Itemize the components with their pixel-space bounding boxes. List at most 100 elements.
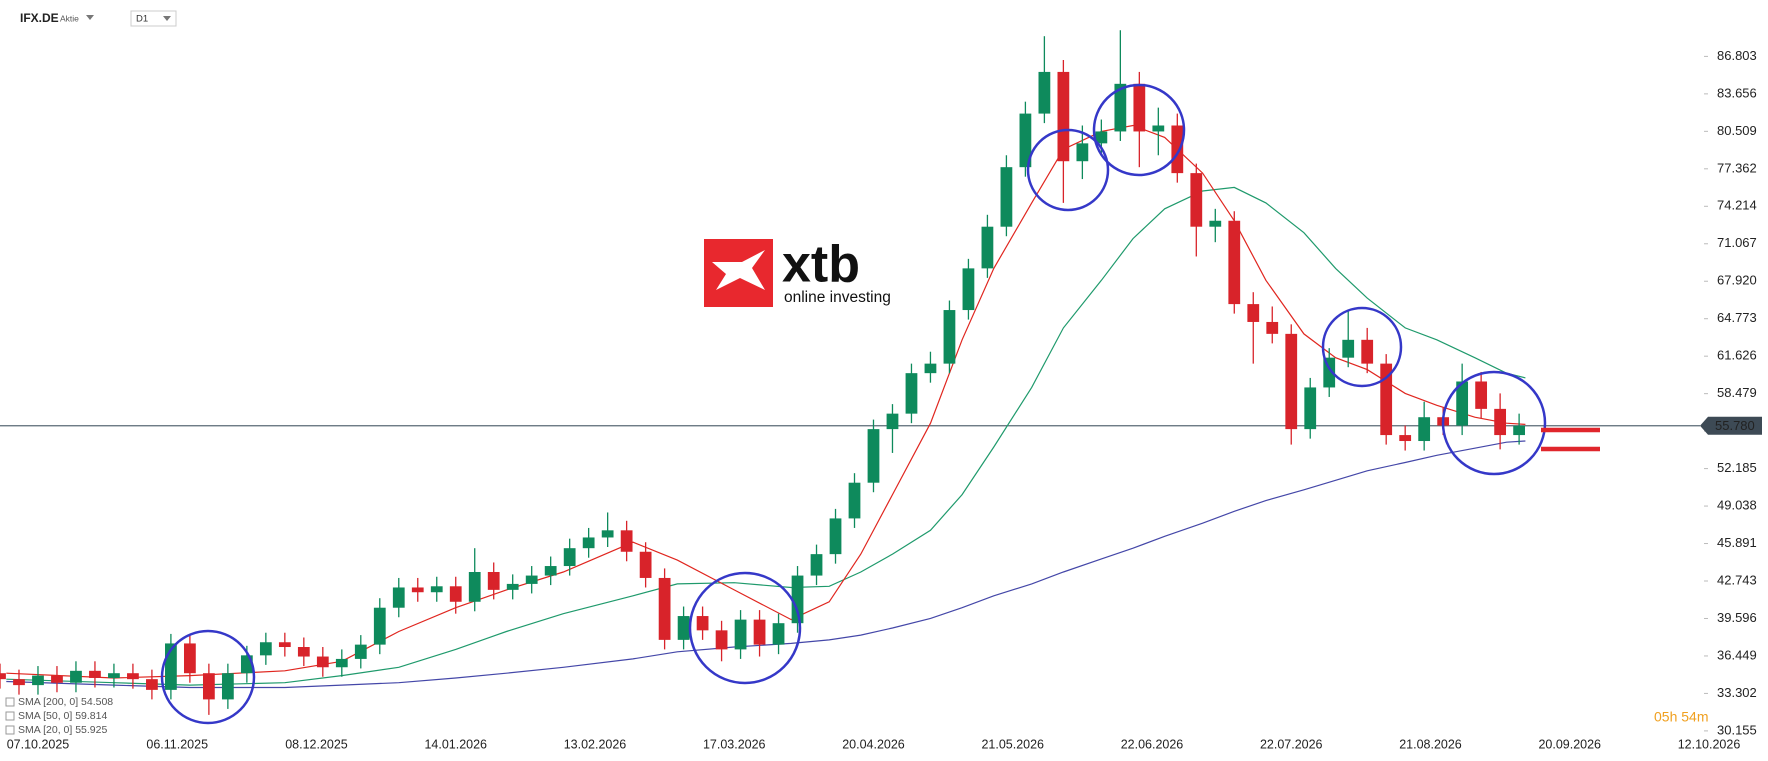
timeframe-select[interactable] xyxy=(130,10,177,27)
candle-body xyxy=(1342,339,1355,358)
legend-label: SMA [20, 0] 55.925 xyxy=(18,724,107,736)
candle-body xyxy=(677,616,690,640)
y-tick-label: 33.302 xyxy=(1717,685,1757,700)
x-tick-label: 08.12.2025 xyxy=(285,737,348,751)
candle-body xyxy=(544,566,557,576)
x-tick-label: 07.10.2025 xyxy=(7,737,70,751)
candle-body xyxy=(1494,408,1507,436)
current-price-box xyxy=(1700,416,1762,435)
y-tick-label: 42.743 xyxy=(1717,572,1757,587)
candle-body xyxy=(1456,381,1469,426)
annotation-circle xyxy=(1026,128,1110,212)
x-tick-label: 21.05.2026 xyxy=(981,737,1044,751)
x-tick-label: 20.09.2026 xyxy=(1538,737,1601,751)
candle-body xyxy=(1513,425,1525,436)
y-tick-label: 49.038 xyxy=(1717,497,1757,512)
x-tick-label: 06.11.2025 xyxy=(146,737,208,751)
candle-body xyxy=(354,644,367,659)
candle-body xyxy=(525,575,538,584)
candle-body xyxy=(487,571,500,590)
sma-line xyxy=(6,124,1526,679)
countdown: 05h 54m xyxy=(1654,709,1708,725)
candle-body xyxy=(1380,363,1393,436)
candle-body xyxy=(696,616,709,631)
candle-body xyxy=(658,577,671,640)
candle-body xyxy=(1361,339,1374,364)
y-tick-label: 83.656 xyxy=(1717,85,1757,100)
candle-body xyxy=(1247,304,1260,322)
y-tick-label: 64.773 xyxy=(1717,310,1757,325)
watermark: xtb online investing xyxy=(704,236,891,307)
y-tick-label: 30.155 xyxy=(1717,722,1757,737)
level-markers xyxy=(1541,427,1600,452)
candle-body xyxy=(1475,381,1488,409)
y-tick-label: 67.920 xyxy=(1717,273,1757,288)
candle-body xyxy=(468,571,481,602)
candle-body xyxy=(449,586,462,602)
candle-body xyxy=(886,413,899,430)
x-tick-label: 14.01.2026 xyxy=(424,737,487,751)
candle-body xyxy=(430,586,443,593)
candle-body xyxy=(1266,321,1279,334)
x-tick-label: 12.10.2026 xyxy=(1678,737,1741,751)
annotations xyxy=(160,83,1547,725)
logo-tagline: online investing xyxy=(784,289,891,306)
x-tick-label: 17.03.2026 xyxy=(703,737,766,751)
candle-body xyxy=(392,587,405,608)
candle-body xyxy=(240,655,253,674)
candle-body xyxy=(1418,417,1431,442)
candle-body xyxy=(962,268,975,311)
candle-body xyxy=(791,575,804,624)
candle-body xyxy=(51,675,63,683)
candle-body xyxy=(108,673,120,678)
y-tick-label: 86.803 xyxy=(1717,48,1757,63)
candle-body xyxy=(1228,220,1241,305)
candle-body xyxy=(1000,167,1013,227)
legend-icon xyxy=(5,697,15,707)
annotation-circle xyxy=(1321,306,1403,388)
candle-body xyxy=(297,647,310,657)
candle-body xyxy=(165,643,177,690)
y-tick-label: 80.509 xyxy=(1717,123,1757,138)
candle-body xyxy=(981,226,994,269)
candle-body xyxy=(89,670,101,678)
sma-line xyxy=(6,186,1526,686)
candle-body xyxy=(848,482,861,519)
candle-body xyxy=(639,551,652,578)
candle-body xyxy=(1057,71,1070,162)
candle-body xyxy=(202,673,215,700)
annotation-circle xyxy=(688,571,802,685)
candle-body xyxy=(943,310,956,364)
candle-body xyxy=(506,583,519,590)
candle-body xyxy=(1304,387,1317,430)
candle-body xyxy=(259,642,272,656)
candle-body xyxy=(924,363,937,374)
x-tick-label: 21.08.2026 xyxy=(1399,737,1462,751)
legend-icon xyxy=(5,725,15,735)
candle-body xyxy=(1152,125,1165,132)
legend-label: SMA [50, 0] 59.814 xyxy=(18,710,107,722)
y-tick-label: 71.067 xyxy=(1717,235,1757,250)
legend-label: SMA [200, 0] 54.508 xyxy=(18,696,113,708)
candle-body xyxy=(772,623,785,645)
y-tick-label: 36.449 xyxy=(1717,647,1757,662)
candle-body xyxy=(715,630,728,650)
candle-body xyxy=(1190,173,1203,227)
symbol-dropdown[interactable] xyxy=(86,15,94,20)
candle-body xyxy=(810,554,823,576)
sma-line xyxy=(6,440,1526,689)
x-tick-label: 20.04.2026 xyxy=(842,737,905,751)
candle-body xyxy=(221,673,234,700)
candle-body xyxy=(335,658,348,668)
candle-body xyxy=(1019,113,1032,168)
candle-body xyxy=(1399,435,1412,442)
candle-body xyxy=(184,643,196,674)
candle-body xyxy=(601,530,614,538)
y-tick-label: 52.185 xyxy=(1717,460,1757,475)
candle-body xyxy=(0,673,6,680)
candle-body xyxy=(582,537,595,549)
timeframe-dropdown xyxy=(163,16,171,21)
y-tick-label: 77.362 xyxy=(1717,160,1757,175)
